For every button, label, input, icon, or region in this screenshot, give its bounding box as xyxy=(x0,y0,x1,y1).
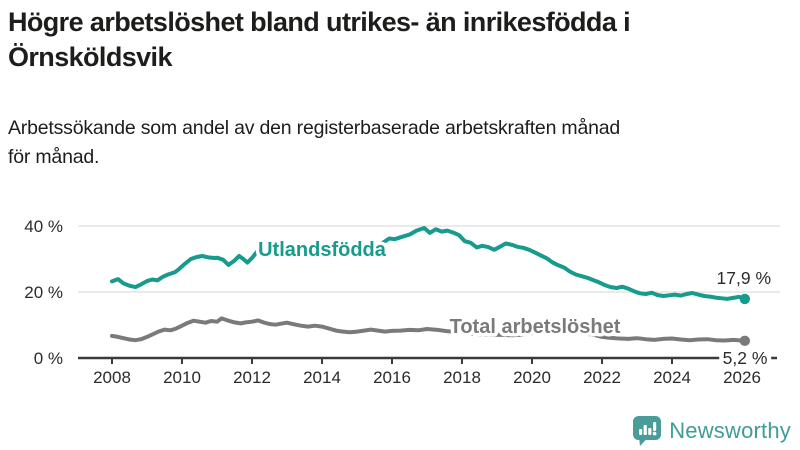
x-axis-tick-label: 2012 xyxy=(233,368,271,387)
series-end-dot xyxy=(739,293,750,305)
axis-layer: 0 % 20 % 40 % 2008 2010 2012 2014 2016 2018 2020 2… xyxy=(24,217,777,387)
series-end-value-label: 5,2 % xyxy=(723,348,768,368)
x-axis-tick-label: 2014 xyxy=(303,368,341,387)
x-axis-tick-label: 2008 xyxy=(93,368,131,387)
chart-title-line-1: Högre arbetslöshet bland utrikes- än inr… xyxy=(8,7,631,37)
series-layer xyxy=(110,226,750,347)
series-end-dot xyxy=(739,335,750,347)
x-axis-tick-label: 2018 xyxy=(443,368,481,387)
newsworthy-logo[interactable]: Newsworthy xyxy=(632,415,791,446)
line-chart: 0 % 20 % 40 % 2008 2010 2012 2014 2016 2018 2020 2… xyxy=(24,217,780,387)
x-axis-tick-label: 2024 xyxy=(653,368,691,387)
x-axis-tick-label: 2010 xyxy=(163,368,201,387)
label-layer: Utlandsfödda 17,9 % Total arbetslöshet 5,2 … xyxy=(255,236,772,373)
y-axis-tick-label: 40 % xyxy=(24,217,63,236)
series-inline-label: Utlandsfödda xyxy=(258,239,387,261)
grid-layer xyxy=(78,225,780,293)
y-axis-tick-label: 0 % xyxy=(34,349,63,368)
x-axis-tick-label: 2022 xyxy=(583,368,621,387)
newsworthy-icon xyxy=(633,416,662,446)
chart-subtitle-line-1: Arbetssökande som andel av den registerb… xyxy=(8,117,621,139)
series-inline-label: Total arbetslöshet xyxy=(450,316,621,338)
series-line-total xyxy=(110,316,747,343)
chart-title-line-2: Örnsköldsvik xyxy=(8,42,172,72)
chart-subtitle-line-2: för månad. xyxy=(8,146,100,168)
x-axis-tick-label: 2016 xyxy=(373,368,411,387)
series-end-value-label: 17,9 % xyxy=(717,268,771,288)
x-axis-tick-label: 2020 xyxy=(513,368,551,387)
speech-bubble-tail xyxy=(639,437,649,446)
chart-subtitle: Arbetssökande som andel av den registerb… xyxy=(8,114,796,172)
y-axis-tick-label: 20 % xyxy=(24,283,63,302)
chart-title: Högre arbetslöshet bland utrikes- än inr… xyxy=(8,5,796,75)
newsworthy-wordmark: Newsworthy xyxy=(669,417,791,443)
series-line-utlandsfodda xyxy=(110,226,747,301)
x-axis-tick-label: 2026 xyxy=(723,368,761,387)
